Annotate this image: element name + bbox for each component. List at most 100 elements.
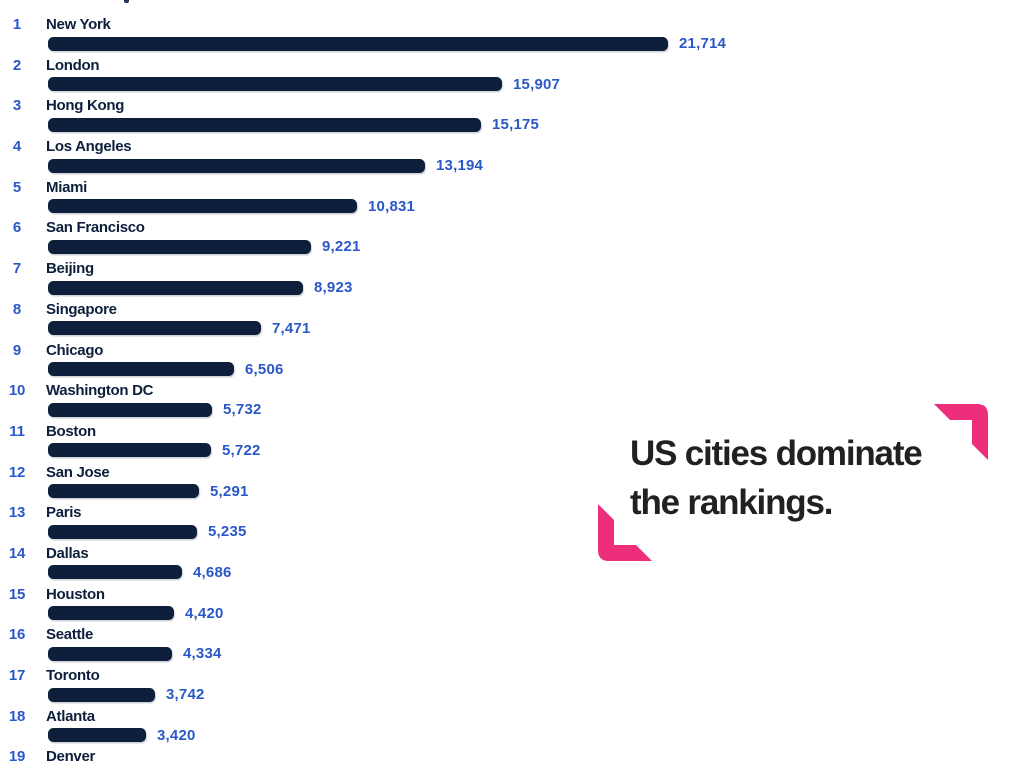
chart-row: 17 Toronto 3,742 xyxy=(0,667,1020,708)
rank-label: 3 xyxy=(12,97,22,115)
city-label: Washington DC xyxy=(46,382,154,400)
chart-row: 7 Beijing 8,923 xyxy=(0,260,1020,301)
value-label: 5,291 xyxy=(210,482,249,500)
value-label: 9,221 xyxy=(322,238,361,256)
bar-line: 15,175 xyxy=(48,117,1020,132)
city-label: Los Angeles xyxy=(46,138,132,156)
value-label: 5,732 xyxy=(223,401,262,419)
bar-line: 8,923 xyxy=(48,280,1020,295)
bar-line: 6,506 xyxy=(48,362,1020,377)
value-label: 3,742 xyxy=(166,686,205,703)
bar xyxy=(48,117,481,132)
chart-row: 1 New York 21,714 xyxy=(0,16,1020,57)
chart-row: 11 Boston 5,722 xyxy=(0,423,1020,464)
bar-line: 4,334 xyxy=(48,646,1020,661)
rank-label: 15 xyxy=(8,585,26,603)
value-label: 3,420 xyxy=(157,726,196,744)
bar xyxy=(48,158,425,173)
value-label: 5,235 xyxy=(208,523,247,541)
bar-line: 5,235 xyxy=(48,524,1020,539)
bar xyxy=(48,606,174,621)
city-label: London xyxy=(46,56,100,74)
city-label: Dallas xyxy=(46,544,89,562)
value-label: 10,831 xyxy=(368,197,416,215)
bar-line: 4,686 xyxy=(48,565,1020,580)
rank-label: 11 xyxy=(9,422,25,440)
bar xyxy=(48,362,234,376)
bar xyxy=(48,524,197,539)
bar xyxy=(48,687,155,702)
value-label: 7,471 xyxy=(272,319,311,337)
chart-row: 13 Paris 5,235 xyxy=(0,504,1020,545)
chart-row: 6 San Francisco 9,221 xyxy=(0,219,1020,260)
bar xyxy=(48,77,502,92)
bar xyxy=(48,646,172,661)
chart-row: 9 Chicago 6,506 xyxy=(0,342,1020,383)
value-label: 15,907 xyxy=(513,75,561,93)
chart-row: 19 Denver xyxy=(0,748,1020,764)
chart-rows: 1 New York 21,714 2 London 15,907 3 Hong… xyxy=(0,16,1020,764)
city-label: Atlanta xyxy=(46,707,95,725)
bar-line: 15,907 xyxy=(48,77,1020,92)
clipped-text-fragment xyxy=(124,0,129,3)
city-label: Seattle xyxy=(46,626,94,644)
bar xyxy=(48,36,668,51)
city-label: New York xyxy=(46,16,111,33)
bar-line: 5,732 xyxy=(48,402,1020,417)
chart-row: 2 London 15,907 xyxy=(0,57,1020,98)
city-label: Beijing xyxy=(46,260,94,278)
bar-line: 7,471 xyxy=(48,321,1020,336)
city-label: San Francisco xyxy=(46,219,145,237)
city-label: Paris xyxy=(46,504,82,522)
chart-row: 18 Atlanta 3,420 xyxy=(0,708,1020,749)
bar xyxy=(48,199,357,214)
value-label: 6,506 xyxy=(245,360,284,378)
rank-label: 7 xyxy=(12,260,22,278)
bar xyxy=(48,321,261,336)
rank-label: 19 xyxy=(8,748,26,764)
rank-label: 5 xyxy=(12,178,22,196)
bar xyxy=(48,484,199,499)
bar-line: 4,420 xyxy=(48,606,1020,621)
city-label: Denver xyxy=(46,748,96,764)
bar-line: 5,291 xyxy=(48,484,1020,499)
bar-line: 13,194 xyxy=(48,158,1020,173)
value-label: 21,714 xyxy=(679,35,727,52)
rank-label: 2 xyxy=(12,56,22,74)
rank-label: 13 xyxy=(8,504,26,522)
bar xyxy=(48,565,182,580)
bar-line: 10,831 xyxy=(48,199,1020,214)
city-label: San Jose xyxy=(46,463,110,481)
rank-label: 14 xyxy=(8,544,26,562)
chart-row: 4 Los Angeles 13,194 xyxy=(0,138,1020,179)
value-label: 5,722 xyxy=(222,441,261,459)
rank-label: 18 xyxy=(8,707,26,725)
rank-label: 10 xyxy=(8,382,26,400)
rank-label: 12 xyxy=(8,463,26,481)
rank-label: 9 xyxy=(12,341,22,359)
bar-line: 3,420 xyxy=(48,728,1020,743)
value-label: 4,420 xyxy=(185,604,224,622)
chart-row: 14 Dallas 4,686 xyxy=(0,545,1020,586)
chart-row: 16 Seattle 4,334 xyxy=(0,626,1020,667)
rank-label: 17 xyxy=(8,667,26,684)
city-label: Chicago xyxy=(46,341,104,359)
chart-row: 3 Hong Kong 15,175 xyxy=(0,97,1020,138)
chart-row: 8 Singapore 7,471 xyxy=(0,301,1020,342)
bar-line: 9,221 xyxy=(48,239,1020,254)
city-label: Miami xyxy=(46,178,88,196)
rank-label: 8 xyxy=(12,300,22,318)
city-label: Singapore xyxy=(46,300,117,318)
value-label: 15,175 xyxy=(492,116,540,134)
bar-line: 5,722 xyxy=(48,443,1020,458)
value-label: 4,686 xyxy=(193,563,232,581)
city-label: Houston xyxy=(46,585,105,603)
bar-line: 21,714 xyxy=(48,36,1020,51)
rank-label: 16 xyxy=(8,626,26,644)
city-label: Hong Kong xyxy=(46,97,125,115)
bar xyxy=(48,402,212,417)
bar-line: 3,742 xyxy=(48,687,1020,702)
chart-row: 5 Miami 10,831 xyxy=(0,179,1020,220)
rank-label: 4 xyxy=(12,138,22,156)
